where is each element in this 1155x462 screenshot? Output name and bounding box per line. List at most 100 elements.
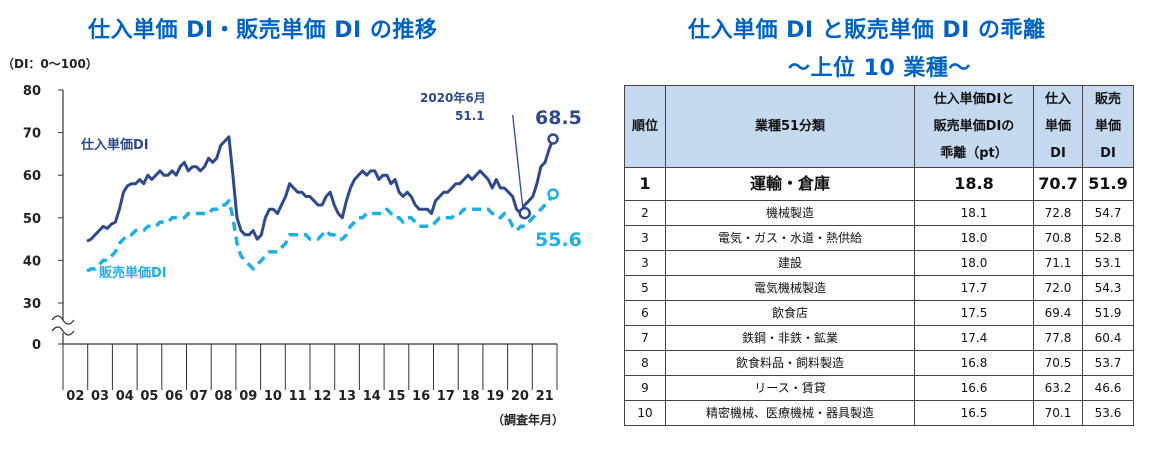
cell-sales: 53.7 bbox=[1082, 350, 1134, 376]
table-row: 3 電気・ガス・水道・熱供給 18.0 70.8 52.8 bbox=[624, 225, 1134, 251]
x-tick-label: 11 bbox=[289, 389, 307, 404]
cell-gap: 17.4 bbox=[914, 325, 1034, 351]
line-chart: （DI：0～100） 0 30 40 50 60 70 80 02 03 04 05 06 07 08 0… bbox=[2, 56, 582, 427]
cell-rank: 7 bbox=[624, 325, 666, 351]
cell-rank: 6 bbox=[624, 300, 666, 326]
cell-gap: 18.8 bbox=[914, 167, 1034, 201]
cell-sales: 60.4 bbox=[1082, 325, 1134, 351]
cell-industry: 飲食料品・飼料製造 bbox=[665, 350, 915, 376]
table-row: 8 飲食料品・飼料製造 16.8 70.5 53.7 bbox=[624, 350, 1134, 376]
annotation-date: 2020年6月 bbox=[420, 90, 486, 105]
series-line-purchase bbox=[86, 135, 555, 243]
x-tick-label: 20 bbox=[511, 389, 529, 404]
cell-gap: 17.5 bbox=[914, 300, 1034, 326]
final-value-purchase: 68.5 bbox=[535, 107, 582, 129]
cell-sales: 46.6 bbox=[1082, 375, 1134, 401]
cell-gap: 17.7 bbox=[914, 275, 1034, 301]
gap-header: 仕入単価DIと 販売単価DIの 乖離（pt） bbox=[914, 85, 1034, 168]
x-tick-label: 10 bbox=[264, 389, 282, 404]
cell-purchase: 70.8 bbox=[1033, 225, 1083, 251]
cell-sales: 54.7 bbox=[1082, 200, 1134, 226]
cell-sales: 52.8 bbox=[1082, 225, 1134, 251]
x-tick-label: 13 bbox=[338, 389, 356, 404]
chart-title: 仕入単価 DI・販売単価 DI の推移 bbox=[88, 18, 438, 43]
table-row: 7 鉄鋼・非鉄・鉱業 17.4 77.8 60.4 bbox=[624, 325, 1134, 351]
axis-break-icon bbox=[51, 315, 75, 336]
cell-industry: リース・賃貸 bbox=[665, 375, 915, 401]
y-tick-label: 0 bbox=[32, 338, 41, 353]
rank-header: 順位 bbox=[624, 85, 666, 168]
x-tick-label: 09 bbox=[239, 389, 257, 404]
x-tick-label: 15 bbox=[387, 389, 405, 404]
cell-rank: 9 bbox=[624, 375, 666, 401]
cell-rank: 3 bbox=[624, 250, 666, 276]
x-tick-label: 03 bbox=[91, 389, 109, 404]
x-tick-label: 04 bbox=[116, 389, 134, 404]
series-label-sales: 販売単価DI bbox=[99, 265, 167, 281]
series-line-sales bbox=[86, 193, 555, 273]
x-tick-label: 08 bbox=[215, 389, 233, 404]
cell-industry: 建設 bbox=[665, 250, 915, 276]
table-title: 仕入単価 DI と販売単価 DI の乖離 bbox=[688, 18, 1046, 43]
x-tick-label: 17 bbox=[437, 389, 455, 404]
y-tick-label: 70 bbox=[23, 127, 41, 142]
y-unit-label: （DI：0～100） bbox=[2, 56, 98, 71]
gap-header-line: 乖離（pt） bbox=[940, 146, 1008, 161]
x-tick-label: 18 bbox=[462, 389, 480, 404]
cell-industry: 運輸・倉庫 bbox=[665, 167, 915, 201]
x-tick-label: 02 bbox=[66, 389, 84, 404]
sales-header-line: 単価 bbox=[1094, 119, 1121, 134]
annotation-leader bbox=[512, 114, 524, 208]
cell-gap: 16.8 bbox=[914, 350, 1034, 376]
cell-sales: 53.6 bbox=[1082, 400, 1134, 426]
cell-industry: 電気・ガス・水道・熱供給 bbox=[665, 225, 915, 251]
ranking-table: 順位 業種51分類 仕入単価DIと 販売単価DIの 乖離（pt） 仕入 単価 D… bbox=[624, 85, 1134, 426]
y-tick-label: 30 bbox=[23, 297, 41, 312]
cell-rank: 10 bbox=[624, 400, 666, 426]
cell-sales: 51.9 bbox=[1082, 167, 1134, 201]
cell-industry: 電気機械製造 bbox=[665, 275, 915, 301]
purchase-di-header: 仕入 単価 DI bbox=[1033, 85, 1083, 168]
cell-rank: 2 bbox=[624, 200, 666, 226]
cell-rank: 3 bbox=[624, 225, 666, 251]
y-tick-label: 80 bbox=[23, 84, 41, 99]
purchase-header-line: 単価 bbox=[1044, 119, 1071, 134]
purchase-header-line: DI bbox=[1050, 146, 1066, 161]
gap-header-line: 仕入単価DIと bbox=[933, 92, 1015, 107]
x-axis-title: （調査年月） bbox=[492, 412, 564, 427]
cell-purchase: 71.1 bbox=[1033, 250, 1083, 276]
gap-header-line: 販売単価DIの bbox=[933, 119, 1015, 134]
annotation-marker bbox=[518, 206, 531, 220]
x-tick-label: 14 bbox=[363, 389, 381, 404]
x-tick-label: 21 bbox=[536, 389, 554, 404]
y-tick-label: 60 bbox=[23, 169, 41, 184]
x-tick-label: 19 bbox=[486, 389, 504, 404]
cell-purchase: 63.2 bbox=[1033, 375, 1083, 401]
annotation-value: 51.1 bbox=[455, 109, 485, 123]
cell-purchase: 70.7 bbox=[1033, 167, 1083, 201]
table-row: 5 電気機械製造 17.7 72.0 54.3 bbox=[624, 275, 1134, 301]
cell-purchase: 72.8 bbox=[1033, 200, 1083, 226]
y-tick-label: 40 bbox=[23, 254, 41, 269]
sales-di-header: 販売 単価 DI bbox=[1082, 85, 1134, 168]
y-tick-label: 50 bbox=[23, 212, 41, 227]
cell-gap: 18.0 bbox=[914, 250, 1034, 276]
sales-header-line: 販売 bbox=[1094, 92, 1121, 107]
series-label-purchase: 仕入単価DI bbox=[80, 137, 149, 153]
cell-industry: 機械製造 bbox=[665, 200, 915, 226]
table-row: 6 飲食店 17.5 69.4 51.9 bbox=[624, 300, 1134, 326]
x-tick-label: 05 bbox=[140, 389, 158, 404]
cell-rank: 1 bbox=[624, 167, 666, 201]
table-row: 1 運輸・倉庫 18.8 70.7 51.9 bbox=[624, 167, 1134, 201]
cell-gap: 16.6 bbox=[914, 375, 1034, 401]
purchase-header-line: 仕入 bbox=[1044, 92, 1071, 107]
table-header-row: 順位 業種51分類 仕入単価DIと 販売単価DIの 乖離（pt） 仕入 単価 D… bbox=[624, 85, 1134, 168]
cell-sales: 51.9 bbox=[1082, 300, 1134, 326]
cell-gap: 16.5 bbox=[914, 400, 1034, 426]
cell-purchase: 70.5 bbox=[1033, 350, 1083, 376]
sales-header-line: DI bbox=[1100, 146, 1116, 161]
cell-purchase: 72.0 bbox=[1033, 275, 1083, 301]
table-row: 2 機械製造 18.1 72.8 54.7 bbox=[624, 200, 1134, 226]
cell-purchase: 69.4 bbox=[1033, 300, 1083, 326]
cell-purchase: 70.1 bbox=[1033, 400, 1083, 426]
